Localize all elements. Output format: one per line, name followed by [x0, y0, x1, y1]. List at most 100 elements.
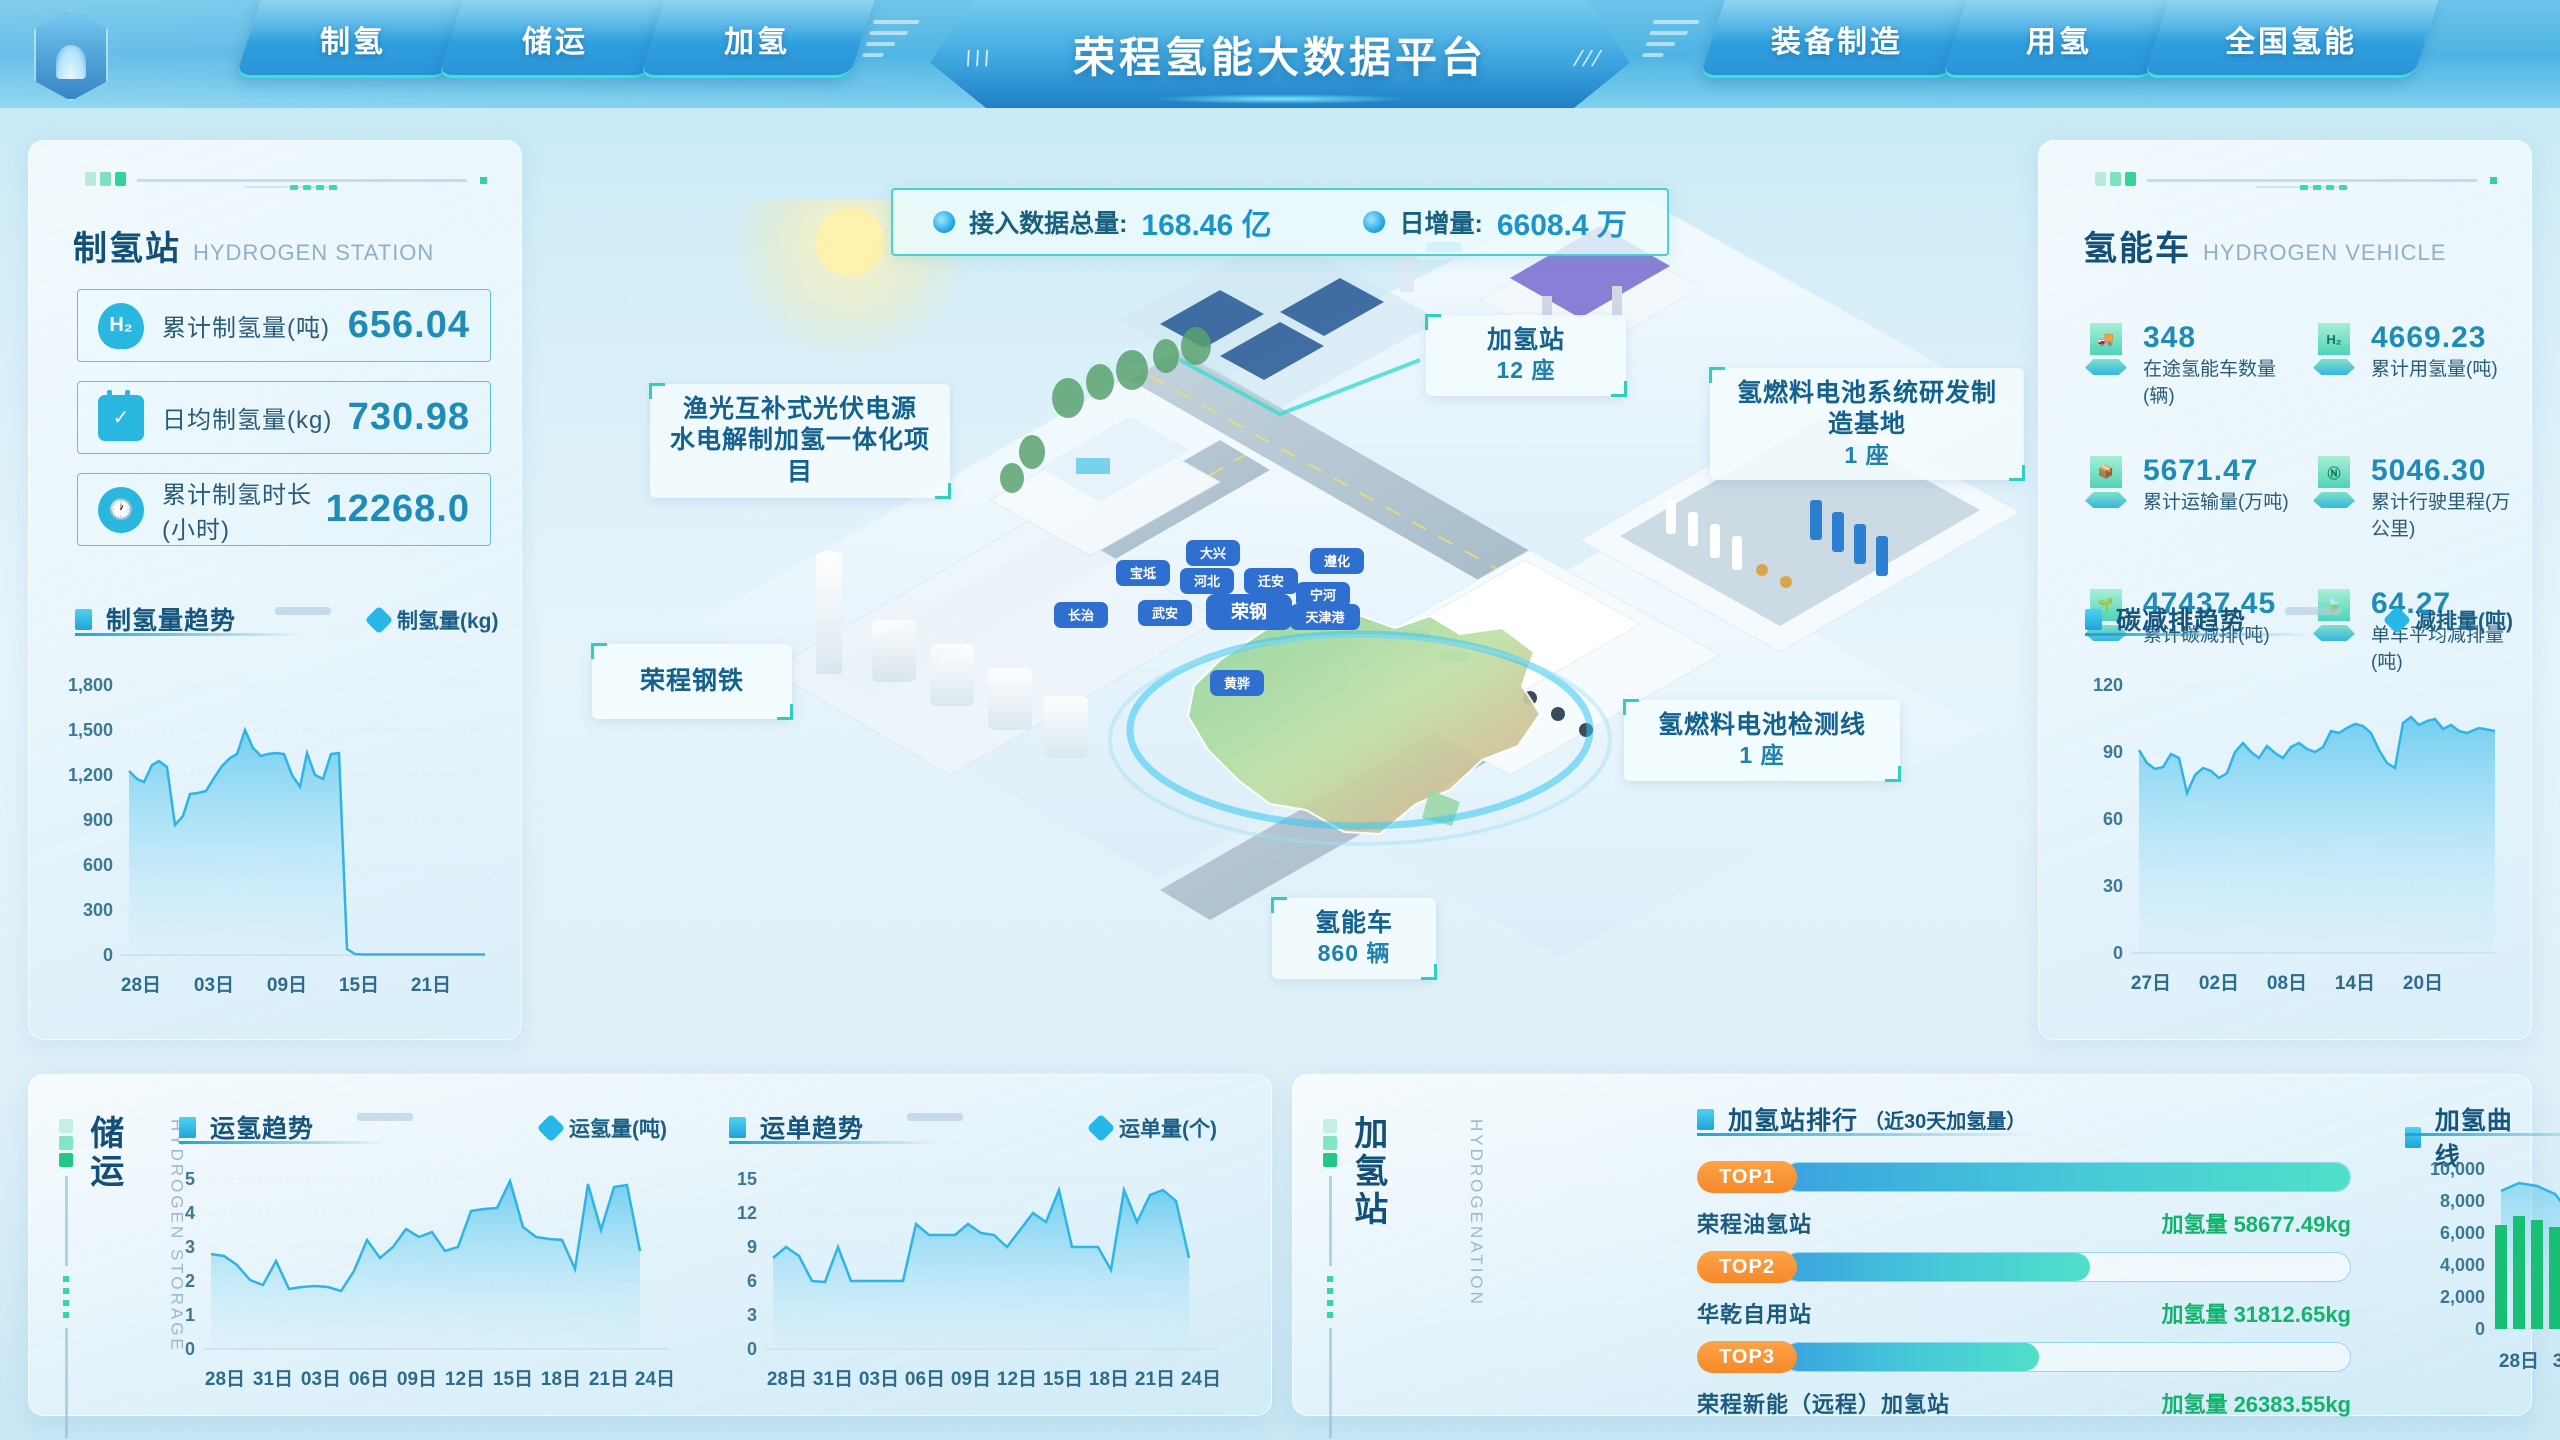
- transport-chart-legend: 运氢量(吨): [536, 1113, 667, 1143]
- nav-item-chuyun[interactable]: 储运: [437, 0, 673, 78]
- deco-tip-icon: [480, 177, 487, 184]
- map-label-line2: 1 座: [1739, 742, 1785, 769]
- svg-text:09日: 09日: [267, 975, 307, 996]
- stat-label: 累计制氢时长(小时): [162, 481, 312, 544]
- china-map-graphic: [1108, 608, 1612, 846]
- stat-row-cumulative-production: H₂ 累计制氢量(吨) 656.04: [77, 289, 491, 362]
- storage-side-title-en: HYDROGEN STORAGE: [167, 1119, 187, 1353]
- svg-text:3: 3: [747, 1305, 757, 1325]
- nav-label: 制氢: [320, 26, 386, 59]
- vehicle-stat-transport-volume: 📦 5671.47 累计运输量(万吨): [2079, 454, 2301, 541]
- nav-label: 全国氢能: [2225, 26, 2357, 59]
- production-chart-legend: 制氢量(kg): [364, 605, 499, 635]
- hydrogenation-panel: 加氢站 HYDROGENATION 加氢站排行 （近30天加氢量） TOP1 荣…: [1292, 1074, 2560, 1438]
- title-plate-wrap: 荣程氢能大数据平台: [930, 0, 1630, 108]
- nav-item-jiaqing[interactable]: 加氢: [639, 0, 875, 78]
- map-label-hydrogen-vehicle[interactable]: 氢能车 860 辆: [1271, 896, 1437, 981]
- hydrogenation-curve-header: 加氢曲线: [2405, 1101, 2560, 1173]
- svg-text:宝坻: 宝坻: [1130, 566, 1156, 581]
- nav-item-yongqing[interactable]: 用氢: [1941, 0, 2177, 78]
- svg-text:15日: 15日: [339, 975, 379, 996]
- svg-text:天津港: 天津港: [1305, 610, 1345, 625]
- map-label-pv-project[interactable]: 渔光互补式光伏电源 水电解制加氢一体化项目: [649, 383, 951, 499]
- storage-panel: 储运 HYDROGEN STORAGE 运氢趋势 运氢量(吨) 5 4 3 2 1 0 …: [28, 1074, 1272, 1438]
- app-logo[interactable]: [28, 6, 114, 104]
- svg-text:06日: 06日: [905, 1369, 945, 1390]
- left-panel-hydrogen-station: 制氢站 HYDROGEN STATION H₂ 累计制氢量(吨) 656.04 …: [28, 140, 522, 1040]
- svg-text:27日: 27日: [2131, 973, 2171, 994]
- rank-row-3[interactable]: TOP3 荣程新能（远程）加氢站 加氢量 26383.55kg: [1697, 1341, 2351, 1419]
- svg-text:20日: 20日: [2403, 973, 2443, 994]
- svg-text:2: 2: [185, 1271, 195, 1291]
- chart-tag-icon: [357, 1113, 413, 1121]
- legend-item-waybill: 运单量(个): [1086, 1113, 1217, 1143]
- rank-title: 加氢站排行: [1728, 1107, 1859, 1135]
- map-label-fuelcell-base[interactable]: 氢燃料电池系统研发制造基地 1 座: [1709, 366, 2025, 482]
- data-daily-label: 日增量:: [1399, 210, 1483, 238]
- vehicle-stat-in-transit: 🚚 348 在途氢能车数量(辆): [2079, 321, 2301, 408]
- deco-dots-icon: [290, 185, 337, 190]
- rank-badge: TOP3: [1697, 1341, 1797, 1373]
- svg-text:15日: 15日: [1043, 1369, 1083, 1390]
- svg-text:09日: 09日: [951, 1369, 991, 1390]
- carbon-chart-legend: 减排量(吨): [2382, 605, 2513, 635]
- svg-text:120: 120: [2093, 675, 2123, 695]
- leaf-icon: 🍃: [2307, 587, 2361, 641]
- svg-text:4,000: 4,000: [2440, 1255, 2485, 1275]
- svg-text:18日: 18日: [541, 1369, 581, 1390]
- chart-underline: [2085, 633, 2315, 636]
- stat-row-cumulative-hours: 🕐 累计制氢时长(小时) 12268.0: [77, 473, 491, 546]
- rank-badge: TOP1: [1697, 1161, 1797, 1193]
- stat-value: 656.04: [347, 304, 470, 346]
- map-label-line1: 渔光互补式光伏电源: [682, 395, 917, 423]
- svg-text:12: 12: [737, 1203, 757, 1223]
- rank-station-name: 荣程新能（远程）加氢站: [1697, 1392, 1951, 1417]
- svg-text:600: 600: [83, 855, 113, 875]
- data-total-label: 接入数据总量:: [969, 210, 1128, 238]
- legend-diamond-icon: [2382, 605, 2412, 635]
- rank-track: [1783, 1252, 2351, 1282]
- rank-row-2[interactable]: TOP2 华乾自用站 加氢量 31812.65kg: [1697, 1251, 2351, 1329]
- svg-text:21日: 21日: [1135, 1369, 1175, 1390]
- chart-tag-icon: [907, 1113, 963, 1121]
- svg-text:21日: 21日: [589, 1369, 629, 1390]
- transport-chart-header: 运氢趋势: [179, 1109, 413, 1145]
- chart-tag-icon: [275, 607, 331, 615]
- legend-diamond-icon: [364, 605, 394, 635]
- nav-item-national[interactable]: 全国氢能: [2143, 0, 2439, 78]
- svg-text:12日: 12日: [997, 1369, 1037, 1390]
- chart-underline: [729, 1141, 939, 1144]
- rank-row-1[interactable]: TOP1 荣程油氢站 加氢量 58677.49kg: [1697, 1161, 2351, 1239]
- svg-text:24日: 24日: [1181, 1369, 1221, 1390]
- stat-value: 12268.0: [325, 488, 470, 530]
- svg-text:30: 30: [2103, 876, 2123, 896]
- truck-icon: 🚚: [2079, 321, 2133, 375]
- nav-item-zhiqing[interactable]: 制氢: [235, 0, 471, 78]
- stat-row-daily-average: ✓ 日均制氢量(kg) 730.98: [77, 381, 491, 454]
- map-label-fuelcell-testline[interactable]: 氢燃料电池检测线 1 座: [1623, 698, 1901, 783]
- section-mark-icon: [75, 608, 92, 630]
- chart-underline: [179, 1141, 389, 1144]
- stat-label: 单车平均减排量(吨): [2371, 625, 2505, 673]
- map-city-pins: 大兴 宝坻 河北 迁安 遵化 宁河 武安 荣钢 天津港 长治 黄骅: [1054, 540, 1364, 696]
- rank-header: 加氢站排行 （近30天加氢量）: [1697, 1101, 2037, 1137]
- hydrogenation-side-title-en: HYDROGENATION: [1467, 1119, 1487, 1307]
- svg-text:06日: 06日: [349, 1369, 389, 1390]
- data-daily-item: 日增量: 6608.4 万: [1363, 200, 1627, 244]
- deco-line: [137, 179, 467, 182]
- vehicle-stat-mileage: Ⓝ 5046.30 累计行驶里程(万公里): [2307, 454, 2529, 541]
- map-label-rongcheng-steel[interactable]: 荣程钢铁: [591, 642, 793, 721]
- svg-text:河北: 河北: [1194, 574, 1220, 589]
- stat-value: 64.27: [2371, 587, 2452, 620]
- svg-text:31日: 31日: [2553, 1351, 2560, 1372]
- nav-item-equipment[interactable]: 装备制造: [1699, 0, 1975, 78]
- storage-side-title-cn: 储运: [84, 1115, 123, 1191]
- svg-text:大兴: 大兴: [1200, 546, 1226, 561]
- rank-fill: [1784, 1163, 2350, 1191]
- svg-text:31日: 31日: [813, 1369, 853, 1390]
- vehicle-stat-avg-reduction: 🍃 64.27 单车平均减排量(吨): [2307, 587, 2529, 674]
- deco-blocks-icon: [85, 172, 126, 186]
- waybill-chart-legend: 运单量(个): [1086, 1113, 1217, 1143]
- legend-label: 制氢量(kg): [397, 610, 499, 633]
- map-label-hydrogen-station[interactable]: 加氢站 12 座: [1425, 313, 1627, 398]
